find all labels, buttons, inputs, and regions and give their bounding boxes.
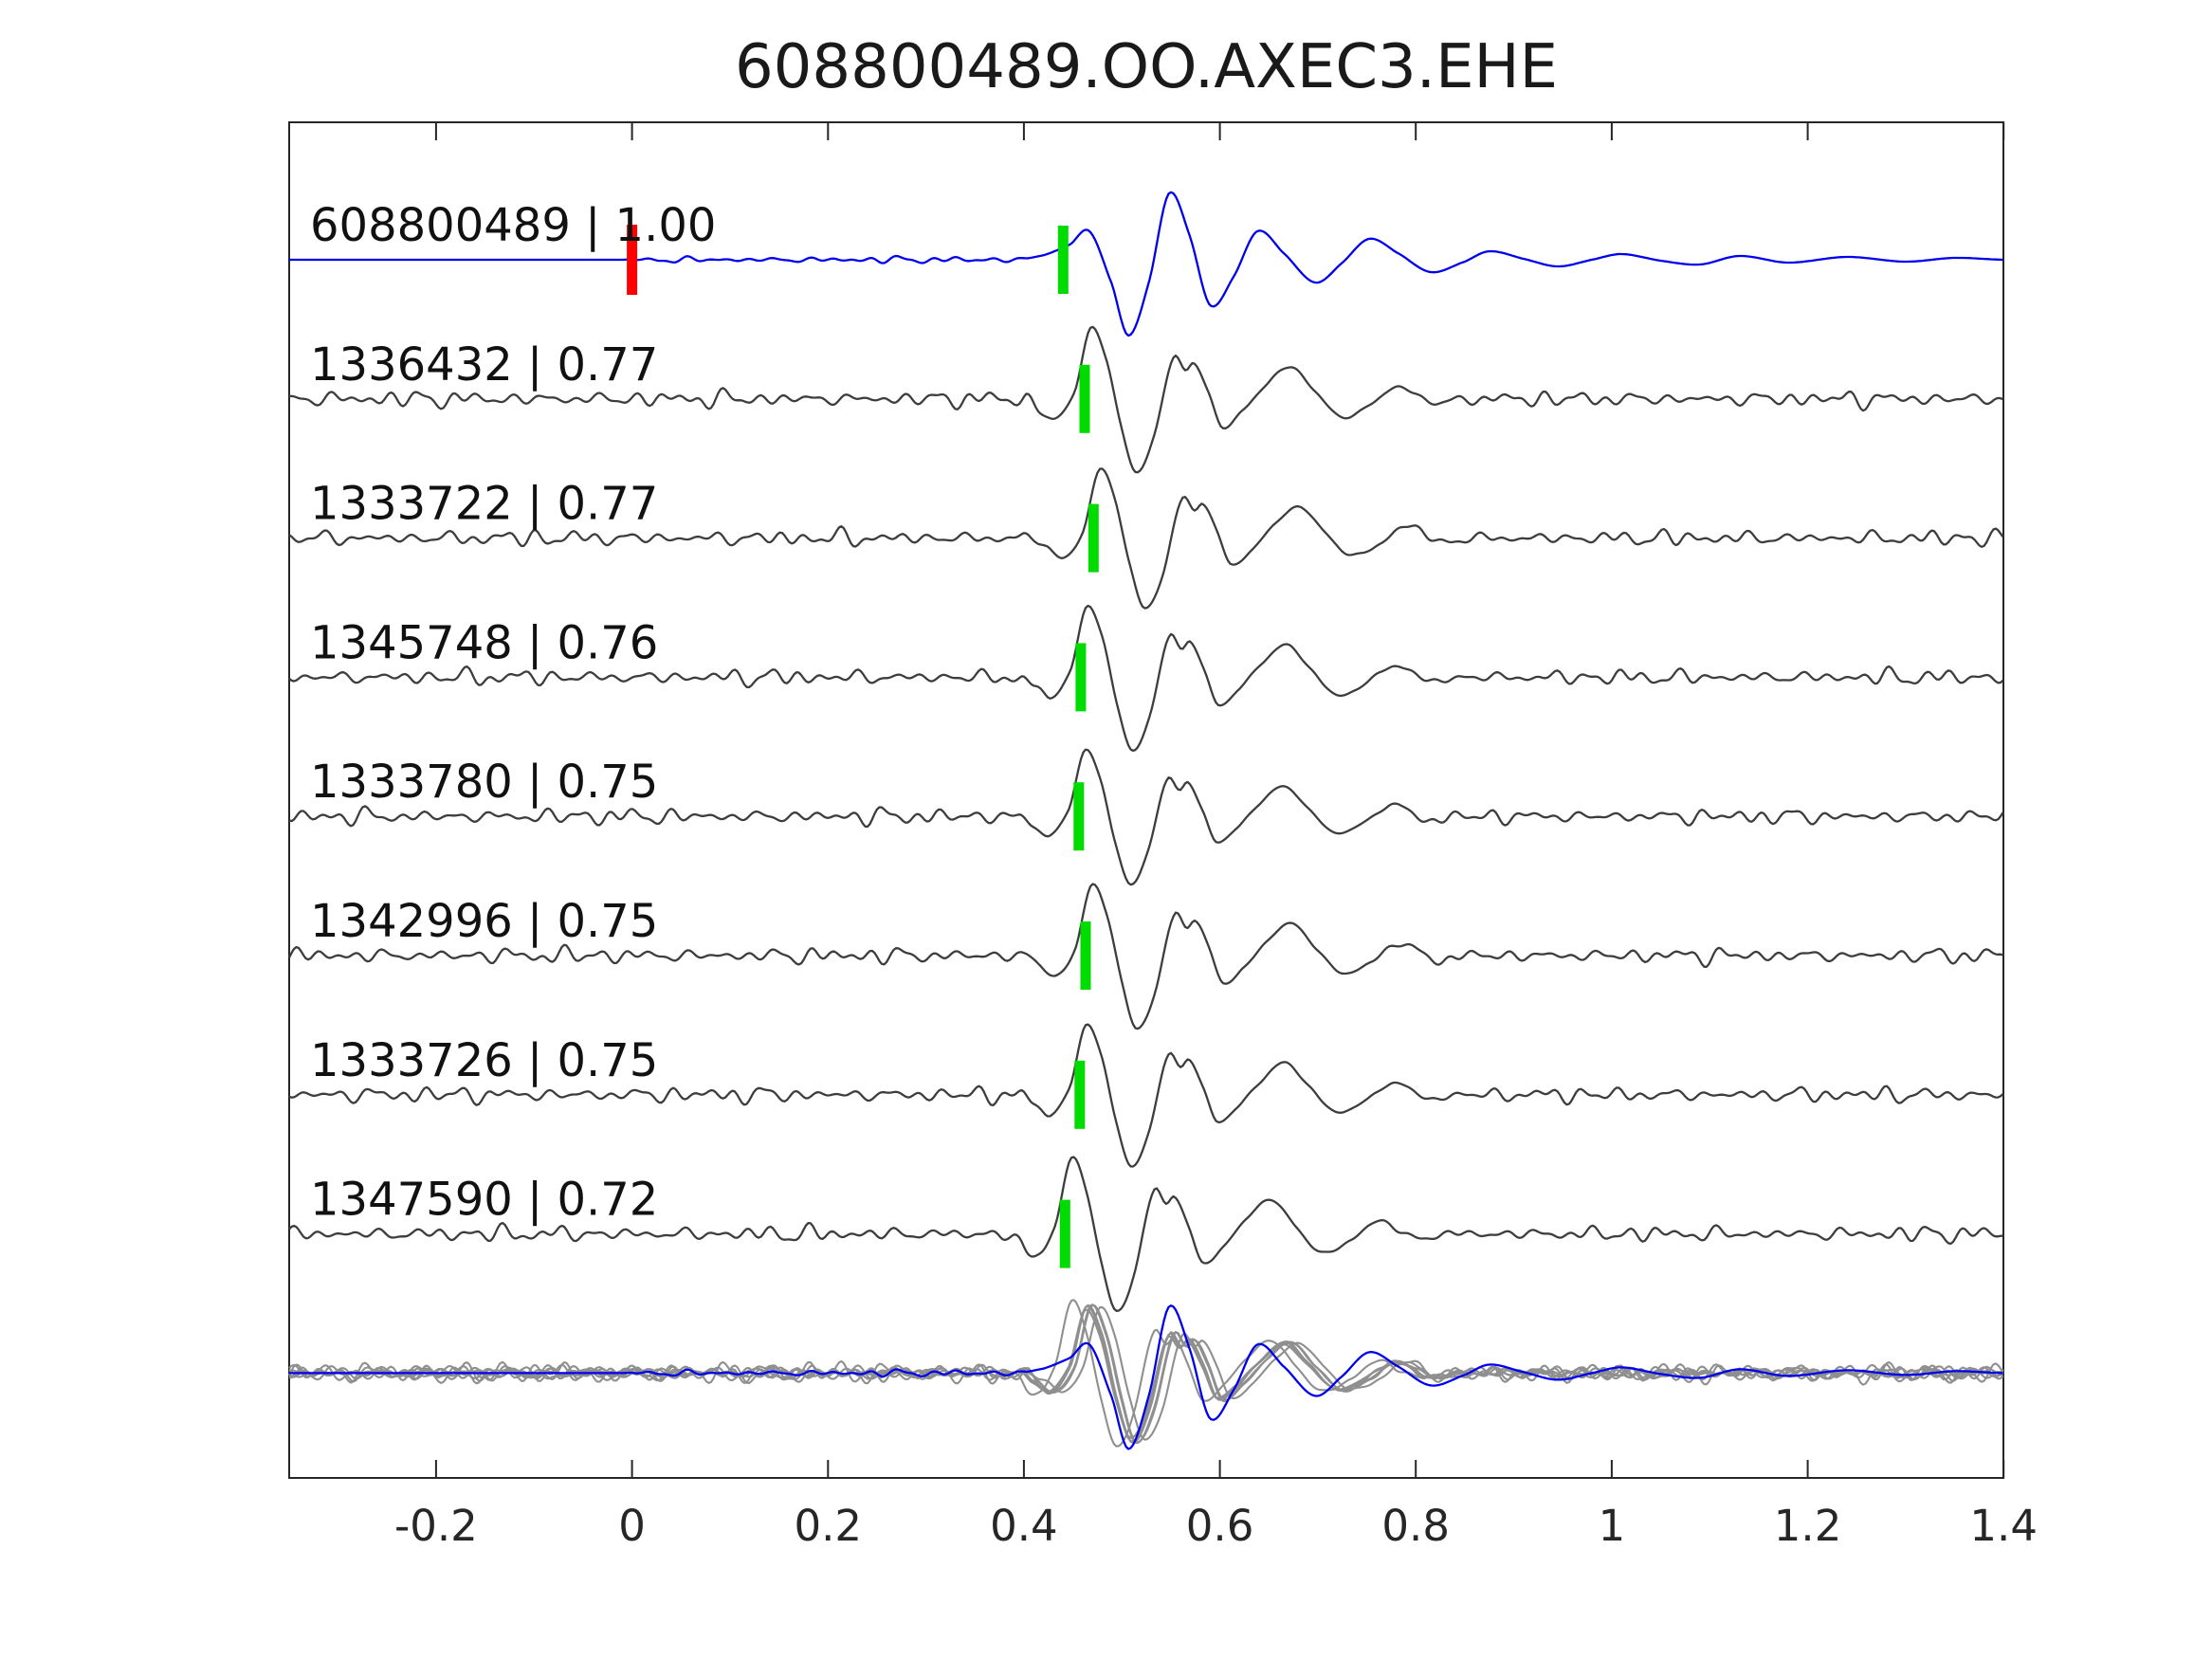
x-tick-label: 0.6 [1186, 1501, 1254, 1551]
trace-label: 1347590 | 0.72 [310, 1174, 658, 1227]
match-trace-waveform [287, 883, 2003, 1030]
pick-marker [1079, 364, 1090, 433]
trace-label: 608800489 | 1.00 [310, 199, 716, 252]
x-tick-label: 0 [618, 1501, 646, 1551]
axes-layer [288, 121, 2005, 1479]
x-tick-label: 1.4 [1969, 1501, 2038, 1551]
chart-title: 608800489.OO.AXEC3.EHE [735, 32, 1558, 102]
pick-marker [1088, 503, 1099, 573]
match-trace-waveform [288, 467, 2004, 610]
pick-marker [1057, 226, 1069, 294]
match-trace-waveform [288, 748, 2004, 886]
trace-label: 1345748 | 0.76 [310, 616, 658, 669]
pick-marker [1059, 1199, 1070, 1268]
plot-box [288, 121, 2004, 1479]
x-tick-label: 1.2 [1774, 1501, 1842, 1551]
x-tick-label: 1 [1599, 1501, 1626, 1551]
overlay-match-waveform [288, 1305, 2004, 1441]
overlay-match-waveform [288, 1304, 2003, 1444]
trace-label: 1333726 | 0.75 [310, 1034, 658, 1087]
overlay-match-waveform [288, 1299, 2003, 1448]
zero-time-marker [627, 225, 638, 295]
x-tick-label: 0.4 [990, 1501, 1058, 1551]
x-tick-label: -0.2 [394, 1501, 478, 1551]
pick-marker [1080, 921, 1091, 990]
match-trace-waveform [288, 1156, 2003, 1312]
label-layer: -0.2 0 0.2 0.4 0.6 0.8 1 1.2 1.4 608800489 | 1.00… [310, 199, 2038, 1551]
pick-marker [1073, 782, 1085, 851]
overlay-reference-waveform [289, 1304, 2003, 1450]
pick-marker [1074, 1060, 1086, 1129]
reference-trace-waveform [289, 191, 2003, 337]
x-tick-label: 0.2 [795, 1501, 863, 1551]
match-trace-waveform [288, 1023, 2004, 1168]
trace-label: 1333780 | 0.75 [310, 756, 658, 809]
match-trace-waveform [288, 325, 2003, 474]
trace-label: 1333722 | 0.77 [310, 478, 658, 531]
x-tick-label: 0.8 [1381, 1501, 1450, 1551]
marker-layer [627, 225, 1099, 1268]
trace-label: 1336432 | 0.77 [310, 338, 658, 392]
trace-layer [287, 191, 2004, 1450]
trace-label: 1342996 | 0.75 [310, 895, 658, 948]
match-trace-waveform [288, 604, 2004, 753]
pick-marker [1075, 643, 1087, 712]
